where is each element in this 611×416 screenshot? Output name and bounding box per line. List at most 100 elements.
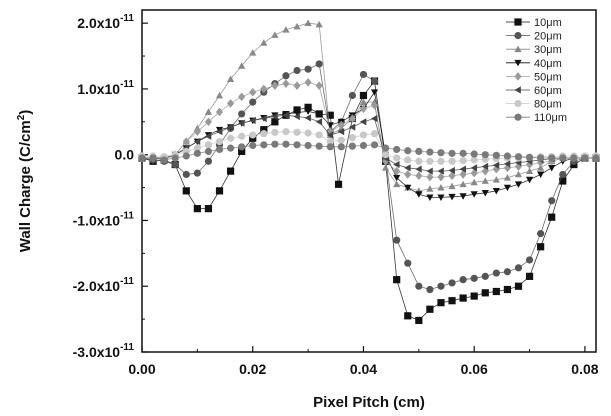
data-point	[581, 154, 589, 162]
data-point	[359, 118, 367, 126]
data-point	[404, 164, 411, 172]
data-point	[415, 282, 423, 290]
legend-entry: 20μm	[506, 31, 562, 43]
data-point	[470, 191, 478, 198]
data-point	[226, 123, 234, 131]
data-point	[382, 164, 390, 171]
data-point	[282, 79, 290, 88]
data-point	[426, 172, 434, 182]
data-point	[238, 92, 246, 102]
data-point	[393, 180, 401, 188]
data-point	[149, 154, 157, 162]
data-point	[437, 299, 445, 307]
data-point	[514, 264, 523, 272]
x-axis-label: Pixel Pitch (cm)	[313, 394, 425, 411]
data-point	[304, 78, 312, 87]
data-point	[304, 103, 312, 111]
data-point	[514, 181, 523, 188]
data-point	[182, 187, 190, 195]
data-point	[470, 156, 478, 164]
legend-label: 50μm	[534, 71, 562, 83]
data-point	[382, 144, 390, 152]
legend-label: 80μm	[534, 99, 562, 111]
x-tick-label: 0.04	[350, 361, 377, 377]
data-point	[238, 147, 246, 156]
x-tick-label: 0.02	[239, 361, 266, 377]
data-point	[315, 131, 323, 139]
data-point	[503, 174, 512, 181]
data-point	[537, 164, 545, 171]
legend-entry: 60μm	[506, 85, 562, 97]
data-point	[238, 62, 246, 69]
data-point	[426, 185, 434, 192]
data-point	[459, 276, 467, 284]
data-point	[492, 161, 500, 169]
data-point	[592, 154, 600, 162]
data-point	[215, 128, 223, 136]
data-point	[382, 156, 390, 166]
data-point	[514, 113, 522, 121]
data-point	[426, 167, 433, 175]
data-point	[393, 145, 401, 154]
data-point	[370, 101, 379, 110]
data-point	[204, 117, 213, 127]
data-point	[337, 120, 345, 130]
series-line	[141, 63, 596, 290]
data-point	[426, 285, 434, 294]
data-point	[226, 134, 235, 142]
data-point	[348, 133, 356, 142]
legend-label: 10μm	[534, 17, 562, 29]
data-point	[470, 274, 478, 282]
data-point	[514, 18, 522, 26]
data-point	[293, 81, 301, 90]
data-point	[334, 180, 343, 188]
data-point	[337, 143, 345, 151]
data-point	[492, 176, 500, 183]
data-point	[182, 137, 190, 146]
data-point	[503, 268, 512, 276]
data-point	[304, 129, 312, 137]
data-point	[370, 89, 379, 96]
data-point	[404, 156, 412, 164]
data-point	[271, 31, 279, 38]
data-point	[448, 157, 456, 165]
data-point	[293, 66, 301, 75]
data-point	[249, 87, 257, 97]
data-point	[514, 282, 523, 290]
data-point	[448, 171, 456, 181]
data-point	[204, 157, 213, 165]
data-point	[481, 289, 489, 297]
data-point	[525, 153, 534, 161]
data-point	[204, 205, 213, 213]
data-point	[537, 154, 545, 162]
data-point	[404, 170, 412, 179]
data-point	[514, 72, 522, 81]
data-point	[503, 285, 512, 294]
data-point	[271, 118, 279, 126]
legend-label: 110μm	[534, 112, 567, 124]
data-point	[215, 107, 224, 117]
data-point	[548, 197, 556, 205]
data-point	[459, 157, 467, 165]
data-point	[348, 123, 356, 131]
data-point	[437, 167, 444, 175]
data-point	[559, 170, 567, 179]
data-point	[514, 31, 522, 40]
legend-entry: 10μm	[506, 17, 562, 29]
data-point	[293, 112, 300, 121]
data-point	[326, 131, 334, 139]
data-point	[481, 151, 489, 159]
data-point	[514, 170, 523, 178]
y-tick-label: 0.0	[115, 147, 135, 163]
data-point	[437, 157, 445, 165]
data-point	[437, 172, 445, 182]
data-point	[492, 187, 500, 195]
data-point	[282, 26, 290, 33]
data-point	[160, 156, 168, 164]
data-point	[459, 180, 467, 188]
data-point	[492, 269, 500, 277]
data-point	[437, 282, 445, 290]
data-point	[193, 149, 201, 157]
data-point	[359, 131, 368, 139]
data-point	[249, 131, 257, 139]
